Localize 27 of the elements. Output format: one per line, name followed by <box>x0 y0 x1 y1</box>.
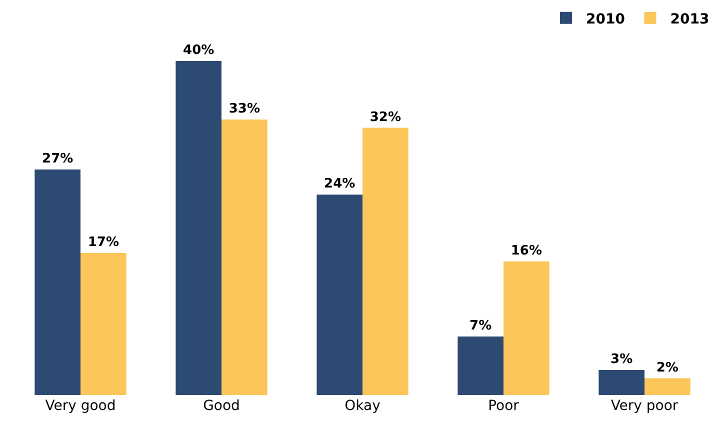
bar <box>504 261 550 395</box>
bar <box>222 119 268 395</box>
bar <box>176 61 222 395</box>
bar <box>316 194 362 395</box>
bar <box>644 378 690 395</box>
data-label: 33% <box>228 101 260 116</box>
bar <box>458 336 504 395</box>
bar <box>80 253 126 395</box>
x-tick-label: Good <box>203 398 240 414</box>
x-tick-label: Okay <box>344 398 380 414</box>
data-label: 40% <box>183 43 214 58</box>
data-label: 7% <box>470 318 492 334</box>
data-label: 32% <box>370 110 401 125</box>
x-tick-label: Very poor <box>610 398 678 414</box>
data-label: 24% <box>324 176 356 192</box>
x-tick-label: Poor <box>488 398 520 414</box>
legend-label: 2013 <box>670 11 710 28</box>
bar <box>34 170 80 395</box>
data-label: 2% <box>656 360 678 376</box>
data-label: 27% <box>42 152 74 167</box>
data-label: 16% <box>510 243 542 258</box>
data-label: 3% <box>610 352 633 367</box>
bar <box>598 370 644 395</box>
legend-label: 2010 <box>586 11 626 28</box>
x-tick-label: Very good <box>45 398 116 414</box>
data-label: 17% <box>88 235 119 250</box>
bar <box>362 128 408 395</box>
